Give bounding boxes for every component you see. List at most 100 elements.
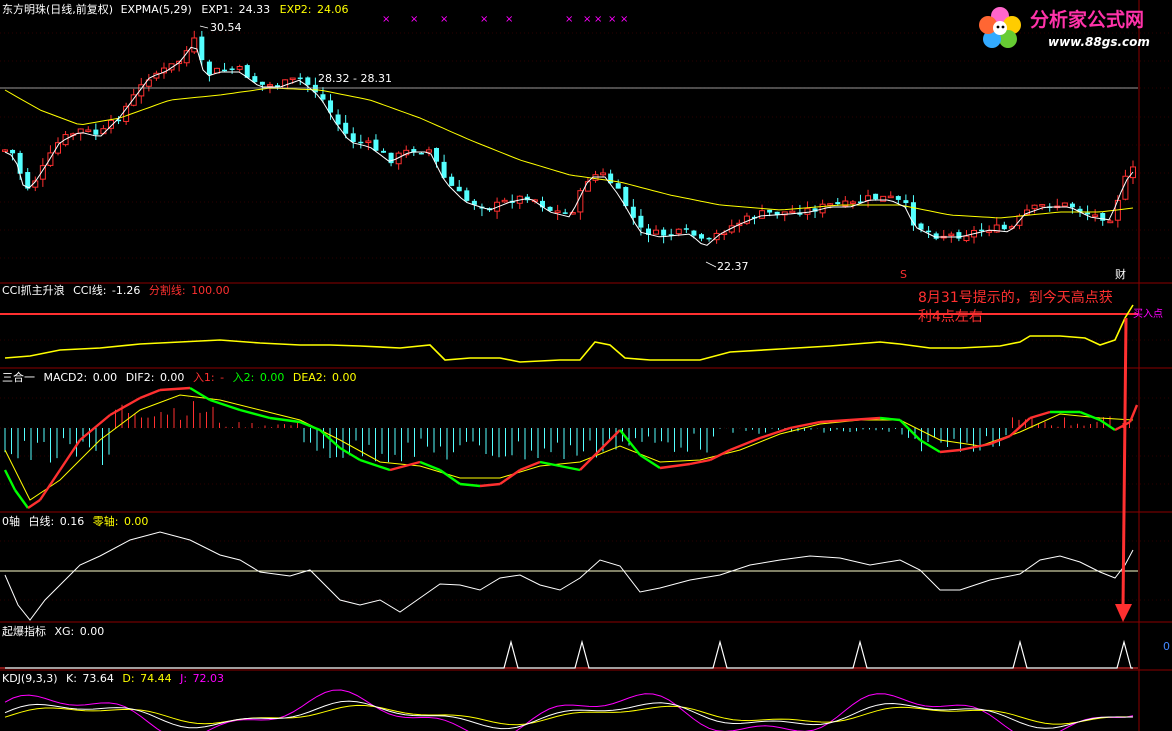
exp1-line: [4, 46, 1134, 246]
dif-segment: [79, 414, 111, 441]
candle-body: [388, 152, 394, 164]
candle-body: [842, 200, 849, 207]
signal-markers: × × × × × × × × × ×: [382, 14, 628, 25]
candle-body: [691, 230, 697, 236]
candle-body: [93, 129, 99, 135]
dif-segment: [359, 458, 391, 472]
dif-segment: [1099, 419, 1116, 431]
candle-body: [615, 183, 621, 189]
dif-segment: [3, 469, 17, 491]
candle-body: [471, 200, 477, 205]
candle-body: [873, 193, 879, 200]
dea-line: [4, 394, 1134, 501]
dif-segment: [959, 442, 991, 452]
candle-body: [1069, 203, 1075, 208]
candle-body: [335, 114, 341, 125]
candle-body: [229, 68, 235, 71]
candle-body: [569, 212, 576, 215]
candle-body: [199, 36, 205, 61]
dif-segment: [879, 416, 901, 422]
site-logo: 分析家公式网 www.88gs.com: [979, 7, 1150, 49]
x-marker: ×: [480, 14, 488, 25]
svg-text:0轴 白线: 0.16: 0轴 白线: 0.16 零轴: 0.00: [2, 514, 148, 528]
dif-segment: [659, 462, 691, 470]
xg-header: 起爆指标 XG: 0.00: [2, 624, 104, 638]
candle-body: [222, 69, 228, 72]
candle-body: [979, 229, 985, 232]
split-value: 100.00: [191, 284, 230, 297]
marker-cai: 财: [1115, 267, 1126, 281]
zero-header: 0轴 白线: 0.16 零轴: 0.00: [2, 514, 148, 528]
candle-body: [675, 228, 682, 235]
x-marker: ×: [410, 14, 418, 25]
candle-body: [584, 181, 591, 192]
d-value: 74.44: [140, 672, 172, 685]
k-value: 73.64: [82, 672, 114, 685]
dif-segment: [339, 446, 361, 462]
callout-line-1: 8月31号提示的，到今天高点获: [918, 289, 1113, 306]
candle-body: [244, 65, 250, 78]
candle-body: [411, 149, 417, 153]
main-title: 东方明珠(日线,前复权): [2, 2, 113, 16]
kdj-k-line: [4, 700, 1134, 730]
candle-body: [645, 228, 651, 235]
candle-body: [743, 215, 750, 224]
kdj-j-line: [4, 689, 1134, 731]
marker-s: S: [900, 268, 907, 281]
kdj-header: KDJ(9,3,3) K: 73.64 D: 74.44 J: 72.03: [2, 672, 224, 685]
candle-body: [1085, 212, 1091, 215]
candlestick-series: [2, 30, 1136, 244]
exp1-name: EXP1:: [201, 3, 233, 16]
candle-body: [540, 200, 546, 208]
candle-body: [441, 161, 447, 178]
candle-body: [698, 234, 704, 239]
candle-body: [116, 119, 122, 122]
dif-segment: [689, 458, 711, 466]
dif-segment: [419, 460, 441, 472]
candle-body: [993, 224, 1000, 233]
candle-body: [668, 234, 674, 236]
exp2-name: EXP2:: [280, 3, 312, 16]
dif-segment: [539, 460, 561, 468]
candle-body: [381, 150, 387, 153]
dif-segment: [639, 453, 661, 470]
dif-segment: [39, 469, 61, 501]
dif-segment: [209, 398, 241, 412]
high-label: 30.54: [210, 21, 242, 34]
candle-body: [759, 210, 766, 219]
dif-segment: [299, 420, 321, 432]
dif-segment: [559, 464, 581, 472]
logo-url: www.88gs.com: [1048, 35, 1150, 49]
candle-body: [1039, 204, 1046, 207]
xg-title: 起爆指标: [2, 624, 46, 638]
dif-segment: [519, 460, 541, 472]
x-marker: ×: [440, 14, 448, 25]
candle-body: [812, 208, 818, 212]
candle-body: [358, 141, 364, 144]
candle-body: [849, 201, 856, 204]
candle-body: [600, 172, 607, 176]
candle-body: [804, 208, 811, 215]
candle-body: [85, 129, 92, 132]
candle-body: [138, 84, 145, 97]
zeroaxis-name: 零轴:: [93, 514, 119, 528]
candle-body: [418, 152, 424, 155]
callout-line-2: 利4点左右: [918, 309, 983, 325]
indicator-name: EXPMA(5,29): [121, 3, 192, 16]
dif-segment: [479, 482, 501, 488]
xg-value: 0.00: [80, 625, 105, 638]
dif-segment: [1114, 420, 1131, 432]
dif-segment: [459, 482, 481, 488]
kdj-title: KDJ(9,3,3): [2, 672, 58, 685]
candle-body: [464, 190, 470, 201]
dif-segment: [499, 469, 521, 485]
candle-body: [297, 77, 303, 80]
candle-body: [1107, 220, 1114, 224]
dif-segment: [1009, 417, 1031, 437]
candle-body: [10, 149, 16, 154]
svg-text:东方明珠(日线,前复权) EXPMA(5,29): 东方明珠(日线,前复权) EXPMA(5,29) EXP1: 24.33 EXP…: [2, 2, 348, 16]
candle-body: [797, 212, 803, 215]
low-label: 22.37: [717, 260, 749, 273]
candle-body: [623, 187, 629, 207]
candle-body: [963, 235, 970, 242]
